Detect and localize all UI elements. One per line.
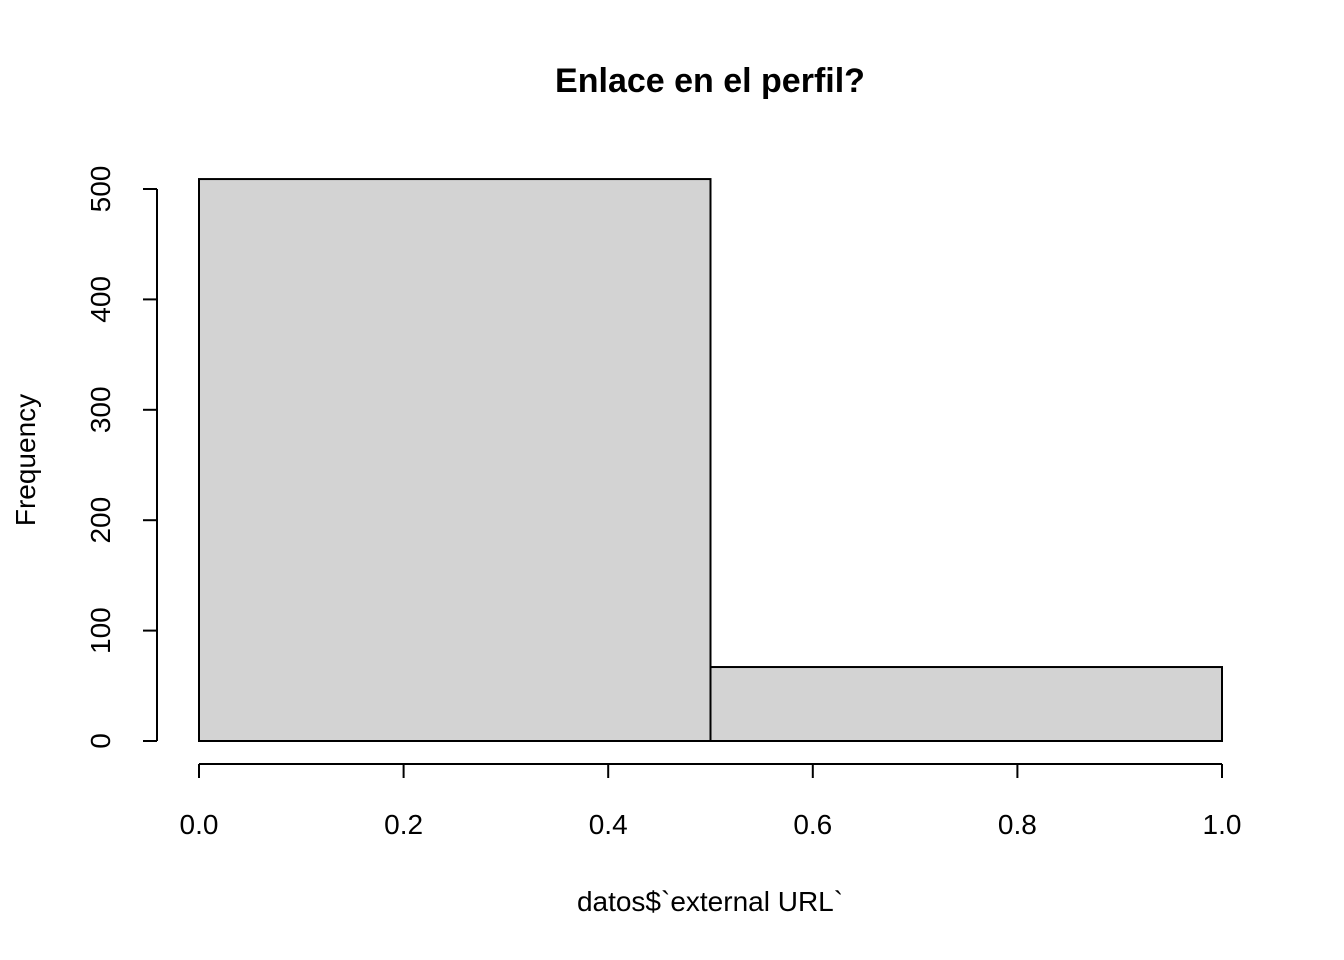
- chart-title: Enlace en el perfil?: [555, 62, 865, 100]
- y-tick-label-2: 200: [85, 497, 116, 544]
- y-tick-label-5: 500: [85, 166, 116, 213]
- y-tick-label-0: 0: [85, 733, 116, 749]
- y-tick-label-1: 100: [85, 607, 116, 654]
- y-tick-label-3: 300: [85, 386, 116, 433]
- x-tick-label-0: 0.0: [180, 809, 219, 840]
- x-tick-label-1: 0.2: [384, 809, 423, 840]
- x-axis: 0.0 0.2 0.4 0.6 0.8 1.0: [180, 763, 1242, 840]
- x-tick-label-5: 1.0: [1203, 809, 1242, 840]
- y-axis: 0 100 200 300 400 500: [85, 166, 158, 749]
- x-tick-label-4: 0.8: [998, 809, 1037, 840]
- histogram-bar-0: [198, 178, 712, 742]
- x-tick-label-2: 0.4: [589, 809, 628, 840]
- x-axis-label: datos$`external URL`: [577, 886, 843, 917]
- x-tick-label-3: 0.6: [793, 809, 832, 840]
- y-tick-label-4: 400: [85, 276, 116, 323]
- y-axis-label: Frequency: [10, 394, 41, 526]
- bars-group: [198, 178, 1223, 742]
- histogram-bar-1: [709, 666, 1223, 742]
